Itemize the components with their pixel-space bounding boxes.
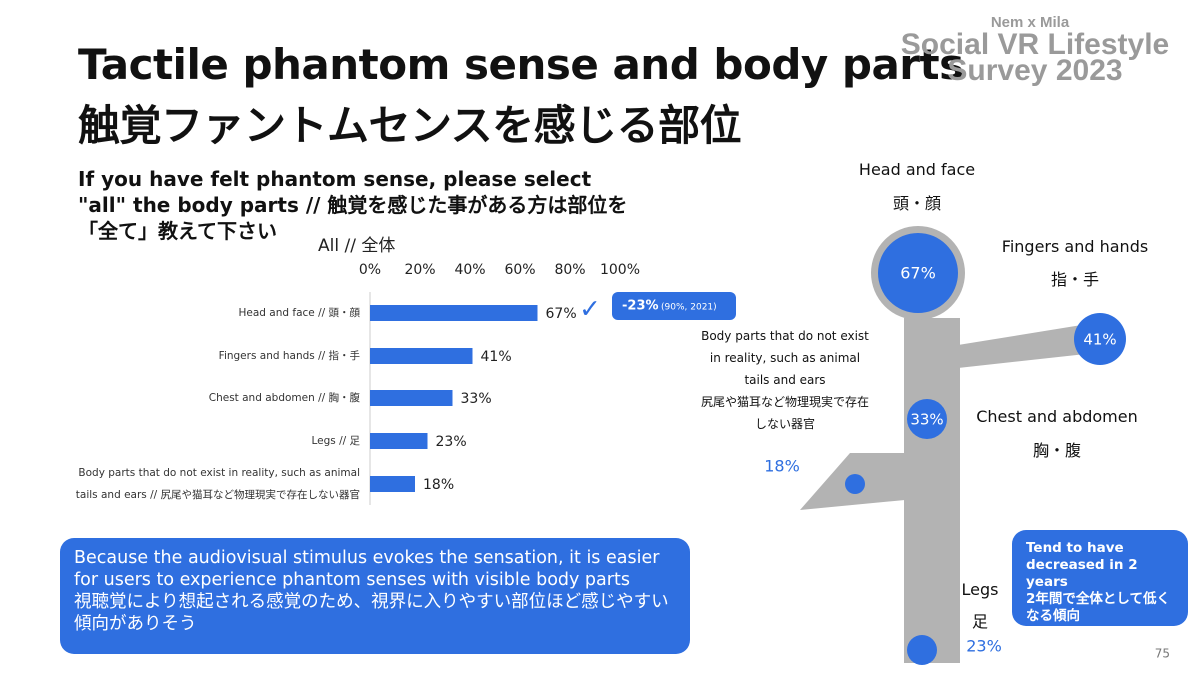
category-label: Chest and abdomen // 胸・腹 [208, 392, 360, 404]
bar [370, 348, 473, 364]
head-dot [878, 233, 958, 313]
annotation-box [612, 292, 736, 320]
x-tick-label: 60% [504, 262, 535, 278]
fingers-dot [1074, 313, 1126, 365]
legs-dot [907, 635, 937, 665]
value-label: 67% [546, 306, 577, 322]
category-label: Fingers and hands // 指・手 [218, 350, 360, 362]
head-percent: 67% [900, 264, 936, 283]
title-ja: 触覚ファントムセンスを感じる部位 [78, 101, 742, 150]
annotation-change: -23% [622, 299, 659, 314]
chest-dot [907, 399, 947, 439]
head-label: Head and face [858, 160, 976, 179]
logo-line1: Nem x Mila [990, 14, 1070, 31]
annotation-detail: (90%, 2021) [661, 303, 717, 313]
chart-title: All // 全体 [318, 236, 396, 256]
value-label: 41% [481, 349, 512, 365]
logo-line2: Social VR Lifestyle [900, 28, 1170, 61]
value-label: 33% [461, 391, 492, 407]
chest-label-ja: 胸・腹 [1032, 441, 1081, 460]
head-label-ja: 頭・顔 [892, 194, 941, 213]
insight-ja: 視聴覚により想起される感覚のため、視界に入りやすい部位ほど感じやすい傾向がありそ… [74, 592, 669, 634]
insight-en: Because the audiovisual stimulus evokes … [74, 548, 660, 590]
chest-label: Chest and abdomen [976, 407, 1138, 426]
arm [958, 322, 1104, 368]
question: If you have felt phantom sense, please s… [78, 167, 628, 243]
fingers-label: Fingers and hands [1001, 237, 1149, 256]
value-label: 18% [423, 477, 454, 493]
page-number: 75 [1155, 647, 1170, 661]
tail-percent: 18% [764, 457, 800, 476]
category-label: Body parts that do not exist in reality,… [75, 467, 360, 501]
legs-percent: 23% [966, 637, 1002, 656]
x-tick-label: 80% [554, 262, 585, 278]
fingers-label-ja: 指・手 [1050, 270, 1099, 289]
bar [370, 476, 415, 492]
bar [370, 305, 538, 321]
x-tick-label: 100% [600, 262, 640, 278]
insight-box: Because the audiovisual stimulus evokes … [60, 538, 690, 654]
bar [370, 390, 453, 406]
trend-en: Tend to have decreased in 2 years [1026, 540, 1138, 590]
bar [370, 433, 428, 449]
fingers-percent: 41% [1083, 331, 1116, 349]
tail-label: Body parts that do not exist in reality,… [701, 329, 869, 387]
trend-box: Tend to have decreased in 2 years 2年間で全体… [1012, 530, 1188, 626]
trend-ja: 2年間で全体として低くなる傾向 [1026, 591, 1170, 624]
title-en: Tactile phantom sense and body parts [78, 40, 964, 89]
x-tick-label: 20% [404, 262, 435, 278]
x-tick-label: 40% [454, 262, 485, 278]
tail-label-ja: 尻尾や猫耳など物理現実で存在しない器官 [700, 395, 869, 431]
x-tick-label: 0% [359, 262, 381, 278]
category-label: Legs // 足 [311, 435, 360, 447]
logo-line3: Survey 2023 [947, 54, 1123, 87]
check-mark: ✓ [579, 295, 601, 325]
legs-label: Legs [961, 580, 999, 599]
value-label: 23% [436, 434, 467, 450]
torso [904, 318, 960, 663]
legs-label-ja: 足 [971, 612, 988, 631]
category-label: Head and face // 頭・顔 [238, 307, 361, 319]
chest-percent: 33% [910, 411, 943, 429]
tail-dot [845, 474, 865, 494]
